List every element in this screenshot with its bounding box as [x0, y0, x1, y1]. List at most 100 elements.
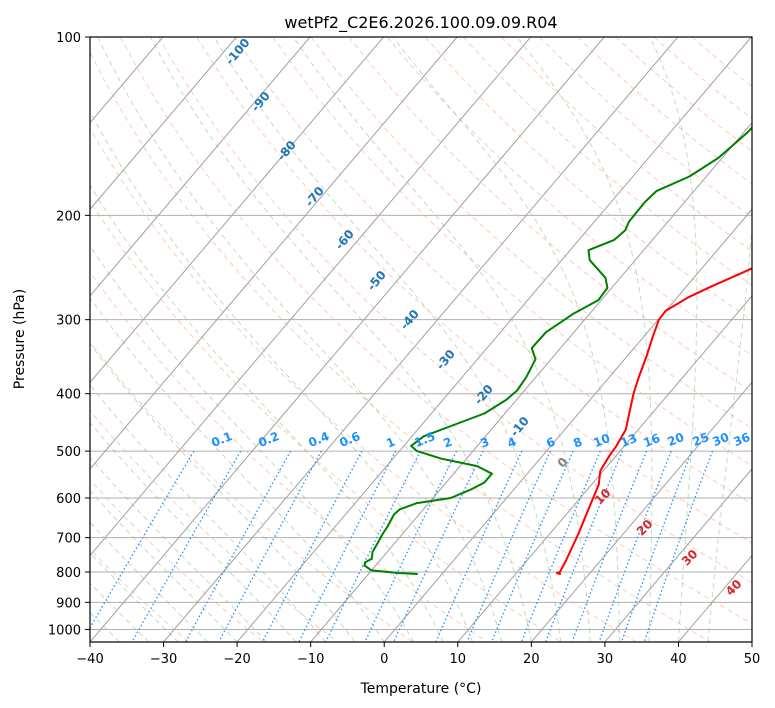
- isotherm-label: -30: [433, 347, 458, 373]
- mixing-ratio-label: 3: [478, 434, 491, 450]
- x-tick-label: 0: [380, 652, 388, 667]
- isotherm-line: [90, 37, 605, 642]
- mixing-ratio-label: 0.1: [209, 429, 234, 450]
- mixing-ratio-label: 10: [591, 431, 612, 450]
- moist-adiabat-line: [90, 489, 238, 642]
- y-tick-label: 100: [56, 31, 81, 46]
- y-tick-label: 600: [56, 492, 81, 507]
- dry-adiabat-line: [90, 127, 637, 642]
- dry-adiabat-line: [196, 37, 752, 544]
- y-tick-label: 500: [56, 445, 81, 460]
- moist-adiabat-line: [213, 37, 562, 642]
- moist-adiabat-line: [392, 37, 621, 642]
- mixing-ratio-line: [466, 450, 551, 642]
- dry-adiabat-line: [158, 37, 752, 584]
- isotherm-line: [457, 295, 752, 642]
- dry-adiabat-line: [463, 37, 752, 286]
- moist-adiabat-line: [90, 110, 473, 642]
- dry-adiabat-line: [90, 51, 712, 642]
- mixing-ratio-line: [520, 450, 601, 642]
- mixing-ratio-label: 0.2: [256, 429, 281, 450]
- mixing-ratio-line: [393, 450, 484, 642]
- isotherm-label: -80: [274, 138, 299, 164]
- y-axis-label: Pressure (hPa): [12, 289, 28, 389]
- mixing-ratio-line: [435, 450, 523, 642]
- isotherm-label: -50: [364, 268, 389, 294]
- moist-adiabat-label: 20: [634, 517, 656, 539]
- plot-frame: [89, 36, 753, 643]
- mixing-ratio-line: [298, 450, 397, 642]
- dry-adiabat-line: [501, 37, 752, 252]
- moist-adiabat-line: [90, 184, 444, 642]
- moist-adiabat-label: 10: [592, 486, 614, 508]
- moist-adiabat-line: [90, 297, 385, 642]
- moist-adiabat-line: [90, 521, 209, 642]
- dry-adiabat-line: [90, 340, 413, 642]
- x-tick-label: −30: [150, 652, 177, 667]
- dry-adiabat-line: [272, 37, 752, 467]
- temperature-profile-line: [555, 267, 752, 576]
- x-tick-label: 40: [670, 652, 687, 667]
- mixing-ratio-line: [643, 450, 714, 642]
- dry-adiabat-line: [120, 37, 752, 624]
- isotherm-label: -20: [471, 382, 496, 408]
- isotherm-line: [90, 37, 458, 470]
- mixing-ratio-line: [185, 450, 292, 642]
- mixing-ratio-line: [571, 450, 648, 642]
- x-tick-label: 50: [744, 652, 761, 667]
- isotherm-label: -90: [248, 89, 273, 115]
- dry-adiabat-line: [539, 37, 752, 218]
- moist-adiabat-label: 40: [723, 577, 745, 599]
- isotherm-label: -40: [397, 307, 422, 333]
- moist-adiabat-line: [149, 37, 532, 642]
- mixing-ratio-line: [325, 450, 421, 642]
- y-tick-label: 800: [56, 566, 81, 581]
- isotherm-label: -60: [332, 227, 357, 253]
- mixing-ratio-line: [90, 450, 195, 630]
- mixing-ratio-line: [544, 450, 624, 642]
- x-tick-label: −20: [223, 652, 250, 667]
- y-tick-label: 1000: [48, 623, 81, 638]
- dry-adiabat-line: [691, 37, 752, 88]
- mixing-ratio-line: [261, 450, 363, 642]
- moist-adiabat-line: [292, 37, 591, 642]
- mixing-ratio-label: 2: [441, 434, 454, 450]
- isotherm-line: [530, 381, 752, 642]
- mixing-ratio-line: [131, 450, 242, 642]
- x-axis-label: Temperature (°C): [360, 681, 482, 697]
- y-tick-label: 200: [56, 209, 81, 224]
- x-tick-label: −10: [297, 652, 324, 667]
- isotherm-line: [90, 37, 384, 384]
- data-series: [363, 126, 752, 576]
- y-tick-label: 900: [56, 596, 81, 611]
- moist-adiabat-line: [649, 37, 698, 642]
- moist-adiabat-line: [707, 222, 752, 642]
- mixing-ratio-label: 0.6: [337, 429, 362, 450]
- dry-adiabat-line: [90, 271, 488, 642]
- mixing-ratio-line: [620, 450, 693, 642]
- mixing-ratio-line: [218, 450, 322, 642]
- mixing-ratio-label: 8: [571, 434, 584, 450]
- isotherm-line: [90, 37, 237, 211]
- y-tick-label: 700: [56, 532, 81, 547]
- mixing-ratio-label: 0.4: [306, 429, 331, 450]
- mixing-ratio-label: 36: [731, 430, 752, 449]
- moist-adiabat-label: 30: [679, 547, 701, 569]
- isotherm-line: [90, 37, 311, 297]
- x-tick-label: −40: [76, 652, 103, 667]
- mixing-ratio-label: 1: [384, 434, 397, 450]
- background-lines: [90, 37, 752, 642]
- dry-adiabat-line: [348, 37, 752, 393]
- moist-adiabat-line: [90, 384, 326, 642]
- mixing-ratio-label: 16: [641, 431, 662, 450]
- mixing-ratio-label: 30: [710, 430, 731, 449]
- moist-adiabat-line: [90, 456, 267, 642]
- chart-title: wetPf2_C2E6.2026.100.09.09.R04: [284, 13, 557, 33]
- isotherm-line: [90, 37, 532, 557]
- moist-adiabat-line: [90, 342, 356, 642]
- isotherm-line: [751, 641, 752, 642]
- mixing-ratio-label: 20: [665, 430, 686, 449]
- isotherm-label: -100: [223, 36, 253, 68]
- mixing-ratio-label: 13: [618, 431, 639, 450]
